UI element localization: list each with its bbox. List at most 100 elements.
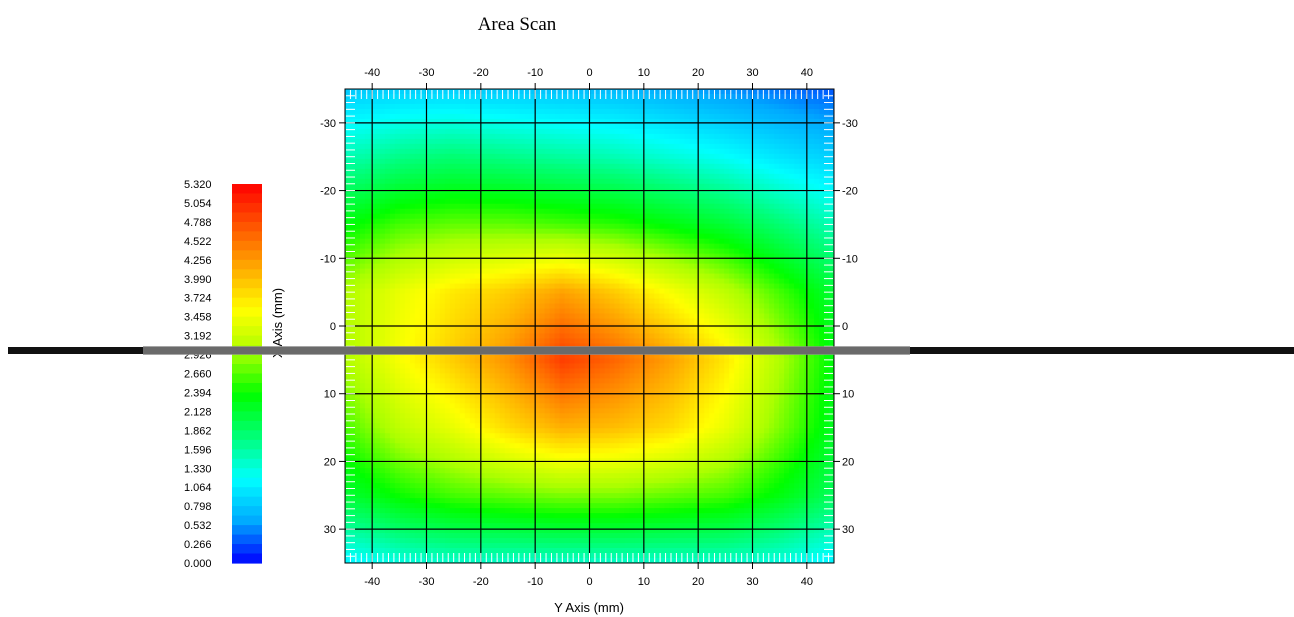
- heatmap-cell: [539, 148, 546, 155]
- heatmap-cell: [404, 333, 411, 340]
- heatmap-cell: [629, 138, 636, 145]
- heatmap-cell: [719, 153, 725, 160]
- heatmap-cell: [574, 303, 581, 310]
- heatmap-cell: [454, 143, 461, 150]
- heatmap-cell: [729, 288, 735, 295]
- heatmap-cell: [794, 318, 800, 325]
- heatmap-cell: [779, 208, 785, 215]
- heatmap-cell: [759, 148, 765, 155]
- heatmap-cell: [454, 253, 461, 260]
- heatmap-cell: [744, 313, 750, 320]
- heatmap-cell: [584, 243, 591, 250]
- heatmap-cell: [754, 318, 760, 325]
- heatmap-cell: [634, 163, 640, 170]
- heatmap-cell: [614, 268, 621, 275]
- heatmap-cell: [469, 283, 476, 290]
- heatmap-cell: [379, 333, 386, 340]
- heatmap-cell: [354, 248, 361, 255]
- heatmap-cell: [814, 248, 820, 255]
- heatmap-cell: [524, 263, 531, 270]
- heatmap-cell: [394, 163, 401, 170]
- heatmap-cell: [539, 303, 546, 310]
- heatmap-cell: [464, 108, 471, 115]
- heatmap-cell: [629, 293, 636, 300]
- heatmap-cell: [679, 328, 685, 335]
- heatmap-cell: [354, 153, 361, 160]
- heatmap-cell: [554, 208, 561, 215]
- heatmap-cell: [779, 93, 785, 100]
- heatmap-cell: [579, 89, 586, 95]
- heatmap-cell: [439, 313, 446, 320]
- heatmap-cell: [449, 208, 456, 215]
- heatmap-cell: [744, 233, 750, 240]
- heatmap-cell: [364, 178, 371, 185]
- heatmap-cell: [459, 123, 466, 130]
- heatmap-cell: [579, 223, 586, 230]
- heatmap-cell: [414, 113, 421, 120]
- heatmap-cell: [744, 238, 750, 245]
- heatmap-cell: [649, 178, 655, 185]
- heatmap-cell: [374, 153, 381, 160]
- heatmap-cell: [389, 333, 396, 340]
- heatmap-cell: [784, 333, 790, 340]
- heatmap-cell: [664, 113, 670, 120]
- heatmap-cell: [584, 143, 591, 150]
- heatmap-cell: [579, 308, 586, 315]
- heatmap-cell: [569, 278, 576, 285]
- heatmap-cell: [799, 208, 805, 215]
- heatmap-cell: [409, 123, 416, 130]
- heatmap-cell: [564, 203, 571, 210]
- heatmap-cell: [759, 203, 765, 210]
- heatmap-cell: [609, 123, 616, 130]
- heatmap-cell: [784, 143, 790, 150]
- heatmap-cell: [539, 318, 546, 325]
- heatmap-cell: [394, 243, 401, 250]
- heatmap-cell: [399, 293, 406, 300]
- heatmap-cell: [594, 133, 601, 140]
- heatmap-cell: [649, 328, 655, 335]
- heatmap-cell: [714, 173, 720, 180]
- heatmap-cell: [659, 138, 665, 145]
- heatmap-cell: [789, 153, 795, 160]
- heatmap-cell: [469, 93, 476, 100]
- heatmap-cell: [414, 328, 421, 335]
- heatmap-cell: [394, 108, 401, 115]
- heatmap-cell: [819, 258, 825, 265]
- heatmap-cell: [559, 268, 566, 275]
- heatmap-cell: [774, 333, 780, 340]
- heatmap-cell: [699, 89, 705, 95]
- heatmap-cell: [684, 283, 690, 290]
- heatmap-cell: [634, 258, 640, 265]
- heatmap-cell: [644, 218, 650, 225]
- heatmap-cell: [669, 253, 675, 260]
- heatmap-cell: [529, 103, 536, 110]
- heatmap-cell: [704, 138, 710, 145]
- heatmap-cell: [419, 203, 426, 210]
- heatmap-cell: [359, 208, 366, 215]
- heatmap-cell: [374, 278, 381, 285]
- heatmap-cell: [364, 158, 371, 165]
- heatmap-cell: [639, 178, 645, 185]
- heatmap-cell: [379, 138, 386, 145]
- heatmap-cell: [634, 298, 640, 305]
- heatmap-cell: [444, 233, 451, 240]
- heatmap-cell: [829, 89, 834, 95]
- heatmap-cell: [604, 108, 611, 115]
- heatmap-cell: [519, 228, 526, 235]
- heatmap-cell: [464, 253, 471, 260]
- heatmap-cell: [429, 89, 436, 95]
- heatmap-cell: [504, 153, 511, 160]
- heatmap-cell: [489, 228, 496, 235]
- heatmap-cell: [484, 138, 491, 145]
- heatmap-cell: [639, 223, 645, 230]
- heatmap-cell: [619, 308, 626, 315]
- heatmap-cell: [504, 253, 511, 260]
- heatmap-cell: [769, 183, 775, 190]
- heatmap-cell: [539, 198, 546, 205]
- heatmap-cell: [744, 183, 750, 190]
- heatmap-cell: [389, 193, 396, 200]
- heatmap-cell: [494, 188, 501, 195]
- heatmap-cell: [349, 263, 356, 270]
- heatmap-cell: [404, 298, 411, 305]
- heatmap-cell: [824, 258, 830, 265]
